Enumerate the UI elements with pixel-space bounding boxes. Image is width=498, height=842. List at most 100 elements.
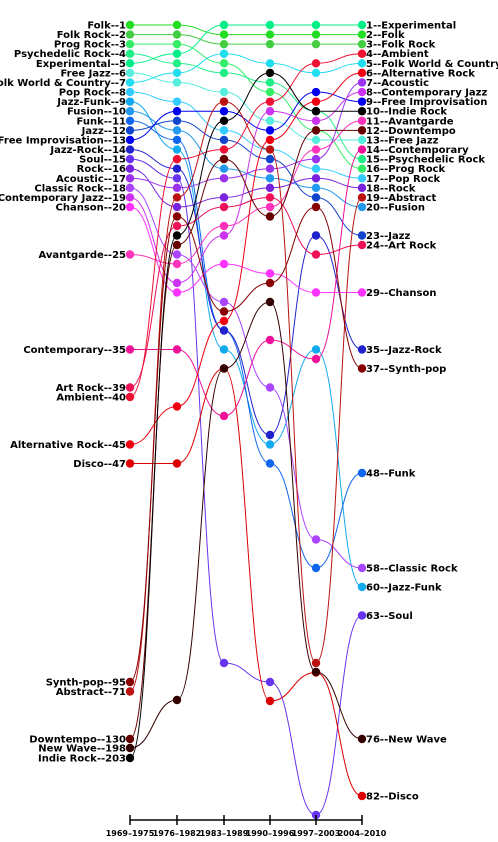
x-tick-label-4: 1990–1996 (246, 829, 295, 838)
right-label-60-jazz-funk: 60--Jazz-Funk (366, 583, 442, 594)
right-label-29-chanson: 29--Chanson (366, 288, 436, 299)
x-tick-label-3: 1983–1989 (200, 829, 249, 838)
point-fusion-3 (219, 164, 229, 173)
point-folk-world-country-4 (265, 59, 275, 68)
point-jazz-2 (172, 116, 182, 126)
point-classic-rock-5 (311, 535, 321, 544)
point-pop-rock-3 (219, 126, 229, 135)
series-line-indie-rock (129, 72, 362, 759)
point-contemporary-jazz-2 (172, 278, 182, 288)
point-folk-world-country-2 (172, 68, 182, 78)
point-classic-rock-2 (172, 250, 182, 259)
point-new-wave-6 (357, 734, 367, 744)
point-free-jazz-6 (357, 135, 367, 145)
left-label-psychedelic-rock-4: Psychedelic Rock--4 (14, 49, 126, 60)
x-tick-label-1: 1969–1975 (106, 829, 155, 838)
point-ambient-1 (125, 392, 135, 402)
point-acoustic-2 (172, 183, 182, 193)
point-fusion-4 (265, 174, 275, 183)
point-free-jazz-5 (311, 135, 321, 145)
point-contemporary-1 (125, 345, 135, 354)
point-jazz-rock-3 (219, 326, 229, 335)
point-jazz-funk-5 (311, 345, 321, 354)
point-experimental-2 (172, 49, 182, 58)
point-psychedelic-rock-1 (125, 49, 135, 58)
point-prog-rock-4 (265, 87, 275, 97)
point-abstract-2 (172, 193, 182, 202)
point-pop-rock-1 (125, 87, 135, 97)
point-chanson-4 (265, 269, 275, 278)
point-experimental-6 (357, 20, 367, 30)
right-label-18-rock: 18--Rock (366, 183, 416, 194)
point-acoustic-1 (125, 174, 135, 183)
right-label-35-jazz-rock: 35--Jazz-Rock (366, 345, 442, 356)
left-label-soul-15: Soul--15 (79, 155, 126, 166)
point-jazz-funk-1 (125, 97, 135, 106)
point-folk-2 (172, 20, 182, 30)
left-label-art-rock-39: Art Rock--39 (56, 383, 126, 394)
point-chanson-3 (219, 259, 229, 269)
point-rock-4 (265, 183, 275, 193)
point-pop-rock-2 (172, 97, 182, 106)
left-label-folk-world-country-7: Folk World & Country--7 (0, 78, 126, 89)
left-label-chanson-20: Chanson--20 (56, 203, 127, 214)
right-label-3-folk-rock: 3--Folk Rock (366, 40, 436, 51)
point-free-improvisation-1 (125, 135, 135, 145)
point-folk-1 (125, 20, 135, 30)
point-abstract-1 (125, 687, 135, 696)
point-free-jazz-1 (125, 68, 135, 78)
point-soul-1 (125, 154, 135, 164)
point-ambient-5 (311, 59, 321, 68)
left-label-folk-1: Folk--1 (87, 21, 126, 32)
point-disco-1 (125, 459, 135, 468)
right-label-5-folk-world-country: 5--Folk World & Country (366, 59, 498, 70)
right-label-2-folk: 2--Folk (366, 30, 405, 41)
right-label-14-contemporary: 14--Contemporary (366, 145, 469, 156)
right-label-9-free-improvisation: 9--Free Improvisation (366, 97, 487, 108)
point-free-jazz-2 (172, 78, 182, 87)
series-line-disco (130, 367, 363, 797)
point-folk-5 (311, 30, 321, 39)
left-label-avantgarde-25: Avantgarde--25 (38, 250, 126, 261)
point-new-wave-3 (219, 364, 229, 373)
left-label-downtempo-130: Downtempo--130 (29, 735, 126, 746)
point-classic-rock-6 (357, 563, 367, 573)
x-tick-label-2: 1976–1982 (153, 829, 202, 838)
left-label-acoustic-17: Acoustic--17 (56, 174, 126, 185)
right-label-7-acoustic: 7--Acoustic (366, 78, 429, 89)
point-soul-6 (357, 611, 367, 620)
point-folk-world-country-3 (219, 49, 229, 58)
point-free-improvisation-3 (219, 107, 229, 116)
point-chanson-5 (311, 288, 321, 297)
series-line-folk (130, 24, 362, 36)
point-contemporary-3 (219, 411, 229, 421)
point-downtempo-4 (265, 212, 275, 221)
right-label-13-free-jazz: 13--Free Jazz (366, 135, 439, 146)
right-label-4-ambient: 4--Ambient (366, 49, 429, 60)
right-label-10-indie-rock: 10--Indie Rock (366, 107, 447, 118)
right-label-63-soul: 63--Soul (366, 611, 413, 622)
point-art-rock-6 (357, 240, 367, 250)
right-label-6-alternative-rock: 6--Alternative Rock (366, 68, 475, 79)
point-free-improvisation-2 (172, 107, 182, 116)
point-contemporary-jazz-5 (311, 116, 321, 126)
point-psychedelic-rock-4 (265, 78, 275, 87)
point-prog-rock-2 (172, 39, 182, 49)
point-ambient-3 (219, 145, 229, 154)
point-funk-5 (311, 563, 321, 573)
point-free-improvisation-6 (357, 97, 367, 106)
point-jazz-funk-6 (357, 582, 367, 592)
point-downtempo-2 (172, 240, 182, 250)
right-label-23-jazz: 23--Jazz (366, 231, 411, 242)
right-label-16-prog-rock: 16--Prog Rock (366, 164, 445, 175)
left-label-folk-rock-2: Folk Rock--2 (57, 30, 126, 41)
point-ambient-6 (357, 49, 367, 58)
point-contemporary-2 (172, 345, 182, 354)
point-classic-rock-3 (219, 297, 229, 307)
point-folk-rock-5 (311, 39, 321, 49)
point-contemporary-jazz-1 (125, 193, 135, 202)
point-rock-3 (219, 193, 229, 202)
left-label-prog-rock-3: Prog Rock--3 (54, 40, 126, 51)
point-classic-rock-4 (265, 383, 275, 392)
